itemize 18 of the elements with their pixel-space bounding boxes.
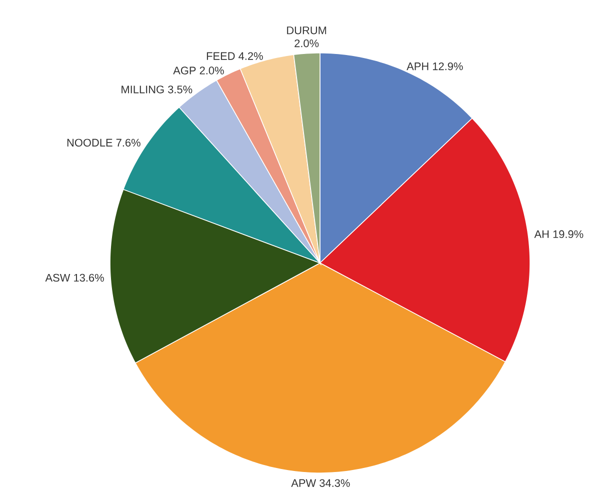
slice-label: NOODLE [67, 138, 112, 147]
data-label: 7.6% [116, 138, 140, 147]
slice-label: APW [291, 479, 316, 487]
data-label: 2.0% [200, 66, 224, 74]
data-label: 12.9% [432, 62, 463, 70]
slice-label: ASW [45, 274, 70, 282]
slice-label: FEED [206, 52, 235, 60]
slice-label: DURUM [287, 26, 326, 34]
slice-label: MILLING [122, 86, 164, 94]
slice-label: APH [406, 62, 428, 70]
data-label: 34.3% [320, 479, 350, 487]
data-label: 19.9% [553, 230, 584, 238]
data-label: 4.2% [238, 52, 263, 60]
slice-label: AGP [173, 66, 196, 74]
data-label: 2.0% [294, 39, 319, 48]
data-label: 3.5% [168, 86, 192, 94]
slice-label: AH [534, 230, 549, 238]
data-label: 13.6% [74, 274, 104, 282]
